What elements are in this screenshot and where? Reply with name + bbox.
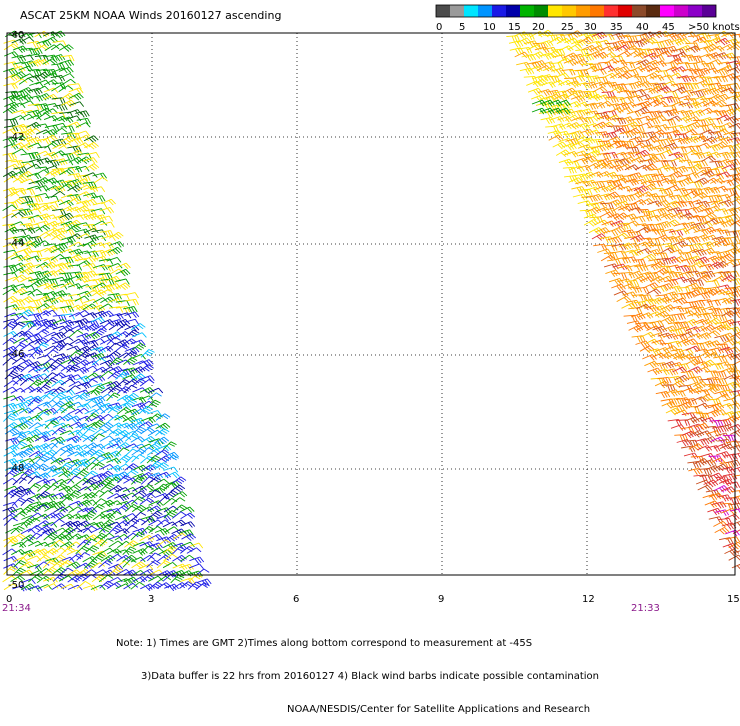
legend-swatch (702, 5, 716, 17)
wind-map: 0 5 10 15 20 25 30 35 40 45 >50 knots -40 -42 -44 … (2, 4, 740, 614)
legend-label: 0 (436, 22, 442, 33)
legend-swatch (562, 5, 576, 17)
lon-label: 12 (582, 594, 595, 605)
legend-swatch (618, 5, 632, 17)
legend-swatch (436, 5, 450, 17)
lon-label: 3 (148, 594, 154, 605)
legend-label: 40 (636, 22, 649, 33)
wind-barbs-swath-west (2, 30, 212, 592)
map-grid (7, 33, 735, 575)
legend-swatch (464, 5, 478, 17)
lat-label: -42 (8, 132, 24, 143)
pass-time-east: 21:33 (631, 603, 660, 614)
lat-label: -40 (8, 30, 24, 41)
lon-label: 6 (293, 594, 299, 605)
note-line: Note: 1) Times are GMT 2)Times along bot… (116, 638, 533, 649)
legend-swatch (604, 5, 618, 17)
map-frame (6, 32, 736, 576)
legend-swatch (478, 5, 492, 17)
legend-swatch (520, 5, 534, 17)
lat-label: -50 (8, 580, 24, 591)
map-title: ASCAT 25KM NOAA Winds 20160127 ascending (20, 9, 282, 22)
footnotes: Note: 1) Times are GMT 2)Times along bot… (116, 616, 599, 726)
lon-label: 15 (727, 594, 740, 605)
legend-swatch (590, 5, 604, 17)
legend-label: 20 (532, 22, 545, 33)
note-line: NOAA/NESDIS/Center for Satellite Applica… (287, 704, 591, 715)
legend-swatch (688, 5, 702, 17)
legend-label: >50 knots (688, 22, 740, 33)
legend-label: 10 (483, 22, 496, 33)
legend-swatch (534, 5, 548, 17)
legend-label: 30 (584, 22, 597, 33)
lat-label: -44 (8, 238, 24, 249)
legend-swatch (492, 5, 506, 17)
legend-label: 15 (508, 22, 521, 33)
speed-legend: 0 5 10 15 20 25 30 35 40 45 >50 knots (435, 4, 740, 33)
legend-label: 35 (610, 22, 623, 33)
pass-time-west: 21:34 (2, 603, 31, 614)
lon-label: 0 (6, 594, 12, 605)
lat-label: -46 (8, 349, 24, 360)
legend-swatch (646, 5, 660, 17)
legend-swatch (548, 5, 562, 17)
legend-swatch (576, 5, 590, 17)
legend-swatch (660, 5, 674, 17)
legend-label: 5 (459, 22, 465, 33)
legend-swatch (450, 5, 464, 17)
legend-border (435, 4, 717, 18)
legend-swatch (506, 5, 520, 17)
lat-label: -48 (8, 463, 24, 474)
legend-swatch (632, 5, 646, 17)
lon-label: 9 (438, 594, 444, 605)
wind-barbs-swath-east (506, 29, 740, 570)
legend-label: 25 (561, 22, 574, 33)
legend-swatch (674, 5, 688, 17)
note-line: 3)Data buffer is 22 hrs from 20160127 4)… (141, 671, 599, 682)
legend-label: 45 (662, 22, 675, 33)
